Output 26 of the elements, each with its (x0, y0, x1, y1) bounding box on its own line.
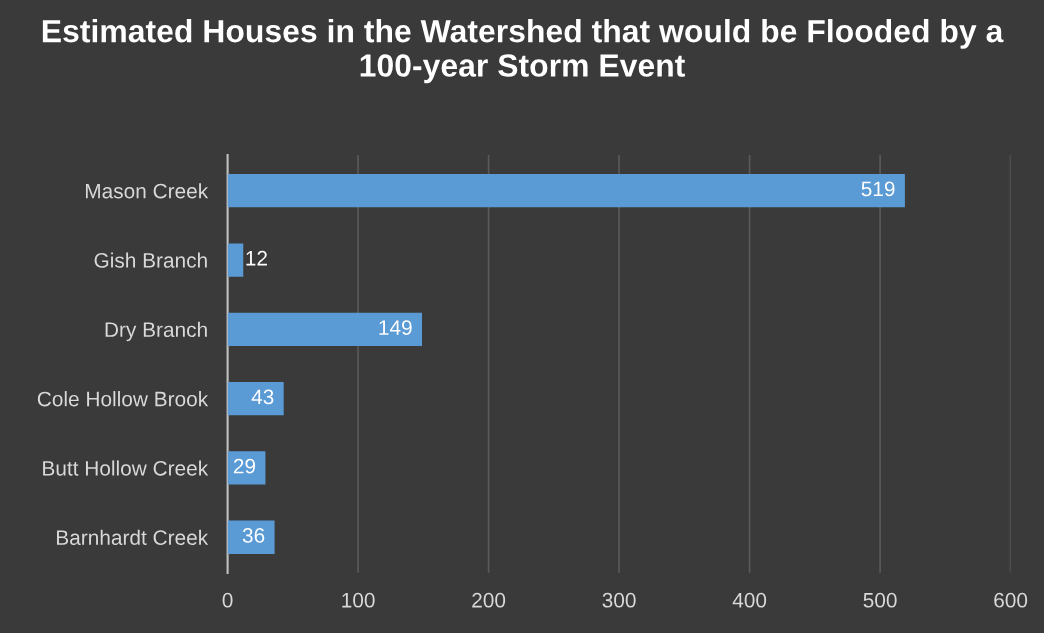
bar (227, 243, 244, 277)
data-label: 29 (233, 458, 256, 474)
x-tick-label: 500 (863, 592, 897, 608)
y-tick-label: Barnhardt Creek (57, 529, 209, 545)
x-tick-label: 200 (472, 592, 506, 608)
x-tick-label: 600 (994, 592, 1028, 608)
bar (227, 451, 266, 485)
x-tick-label: 300 (602, 592, 636, 608)
data-label: 519 (861, 181, 895, 197)
y-tick-label: Dry Branch (105, 321, 207, 342)
bar (227, 312, 423, 346)
y-tick-label: Gish Branch (94, 252, 207, 268)
y-tick-label: Cole Hollow Brook (37, 391, 209, 407)
x-tick-label: 0 (222, 592, 233, 608)
data-label: 36 (242, 528, 265, 543)
bar (227, 520, 275, 554)
bar (227, 174, 905, 208)
data-label: 43 (251, 389, 274, 405)
bar (227, 381, 284, 416)
data-label: 149 (379, 320, 412, 335)
x-tick-label: 400 (732, 592, 767, 608)
y-tick-label: Mason Creek (85, 183, 209, 199)
y-tick-label: Butt Hollow Creek (43, 460, 209, 476)
x-tick-label: 100 (342, 592, 375, 608)
data-label: 12 (246, 250, 267, 266)
chart-title: Estimated Houses in the Watershed that would be Flooded by a 100-year Storm Event (42, 18, 1004, 84)
